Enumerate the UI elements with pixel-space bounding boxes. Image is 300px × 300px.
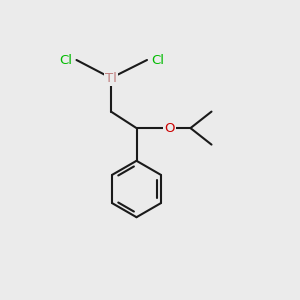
Text: Tl: Tl <box>105 71 117 85</box>
Text: O: O <box>164 122 175 135</box>
Text: Cl: Cl <box>60 53 73 67</box>
Text: Cl: Cl <box>151 53 164 67</box>
